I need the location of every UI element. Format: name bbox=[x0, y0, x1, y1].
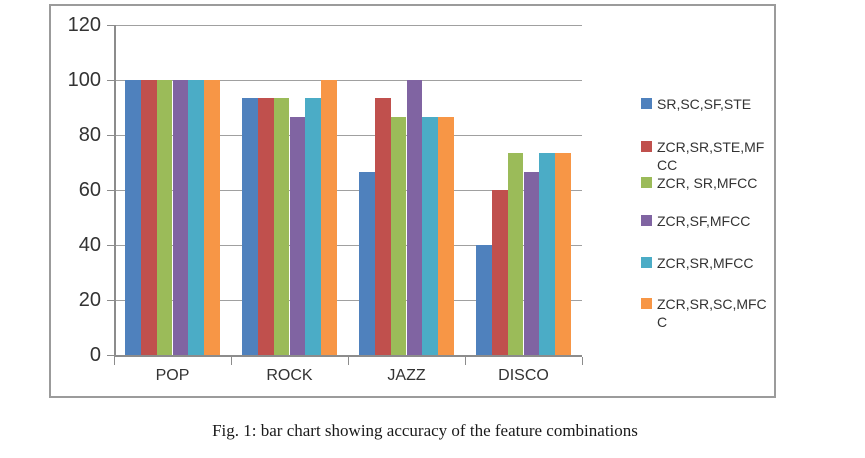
legend-label: ZCR,SF,MFCC bbox=[657, 213, 751, 229]
bar bbox=[374, 98, 391, 355]
x-axis-line bbox=[114, 355, 582, 357]
y-tick-label: 40 bbox=[78, 234, 101, 256]
bar bbox=[125, 80, 141, 355]
x-tick-mark bbox=[231, 357, 232, 365]
gridline bbox=[114, 245, 582, 246]
legend-item: ZCR,SF,MFCC bbox=[641, 212, 750, 230]
bar bbox=[555, 153, 571, 355]
legend-item: SR,SC,SF,STE bbox=[641, 95, 751, 113]
y-tick-mark bbox=[107, 25, 114, 26]
chart-outer-border: 0 20 40 60 80 100 120 POP ROCK JAZZ DISCO SR,SC,SF… bbox=[49, 4, 776, 398]
legend-item: ZCR,SR,SC,MFC C bbox=[641, 295, 767, 331]
y-tick-label: 80 bbox=[78, 124, 101, 146]
bar bbox=[289, 116, 306, 355]
legend-item: ZCR,SR,STE,MF CC bbox=[641, 138, 764, 174]
bar bbox=[172, 80, 189, 355]
y-tick-mark bbox=[107, 190, 114, 191]
bar bbox=[140, 80, 157, 355]
legend-swatch-icon bbox=[641, 98, 652, 109]
plot-area bbox=[114, 25, 582, 355]
category-label: POP bbox=[155, 367, 190, 384]
y-tick-label: 60 bbox=[78, 179, 101, 201]
bar bbox=[321, 80, 337, 355]
y-tick-mark bbox=[107, 355, 114, 356]
bar bbox=[476, 245, 492, 355]
figure-caption: Fig. 1: bar chart showing accuracy of th… bbox=[212, 421, 638, 440]
bar bbox=[305, 98, 322, 355]
legend-label: SR,SC,SF,STE bbox=[657, 96, 752, 112]
bar bbox=[188, 80, 205, 355]
bar bbox=[359, 171, 375, 355]
gridline bbox=[114, 25, 582, 26]
legend-swatch-icon bbox=[641, 215, 652, 226]
legend-swatch-icon bbox=[641, 177, 652, 188]
y-tick-label: 20 bbox=[78, 289, 101, 311]
legend-label: ZCR,SR,MFCC bbox=[657, 255, 754, 271]
legend-item: ZCR, SR,MFCC bbox=[641, 174, 757, 192]
bar bbox=[406, 80, 423, 355]
bar bbox=[422, 116, 439, 355]
x-tick-mark bbox=[348, 357, 349, 365]
y-tick-mark bbox=[107, 80, 114, 81]
gridline bbox=[114, 80, 582, 81]
y-tick-label: 100 bbox=[67, 69, 101, 91]
legend-label: ZCR, SR,MFCC bbox=[657, 175, 758, 191]
legend-label: ZCR,SR,STE,MF CC bbox=[657, 139, 765, 173]
y-tick-mark bbox=[107, 135, 114, 136]
x-tick-mark bbox=[114, 357, 115, 365]
bar bbox=[438, 116, 454, 355]
y-tick-mark bbox=[107, 300, 114, 301]
bar bbox=[539, 153, 556, 355]
x-tick-mark bbox=[582, 357, 583, 365]
y-tick-mark bbox=[107, 245, 114, 246]
bar bbox=[257, 98, 274, 355]
gridline bbox=[114, 135, 582, 136]
category-label: ROCK bbox=[266, 367, 313, 384]
category-label: DISCO bbox=[498, 367, 549, 384]
gridline bbox=[114, 190, 582, 191]
legend-item: ZCR,SR,MFCC bbox=[641, 254, 753, 272]
y-tick-label: 120 bbox=[67, 14, 101, 36]
bar bbox=[273, 98, 290, 355]
bar bbox=[156, 80, 173, 355]
bar bbox=[507, 153, 524, 355]
bar bbox=[204, 80, 220, 355]
legend-swatch-icon bbox=[641, 298, 652, 309]
y-axis-line bbox=[114, 25, 116, 357]
legend-swatch-icon bbox=[641, 257, 652, 268]
bar bbox=[390, 116, 407, 355]
x-tick-mark bbox=[465, 357, 466, 365]
gridline bbox=[114, 300, 582, 301]
y-tick-label: 0 bbox=[89, 344, 101, 366]
category-label: JAZZ bbox=[387, 367, 426, 384]
legend-label: ZCR,SR,SC,MFC C bbox=[657, 296, 767, 330]
bar bbox=[491, 190, 508, 355]
legend-swatch-icon bbox=[641, 141, 652, 152]
bar bbox=[242, 98, 258, 355]
bar bbox=[523, 171, 540, 355]
